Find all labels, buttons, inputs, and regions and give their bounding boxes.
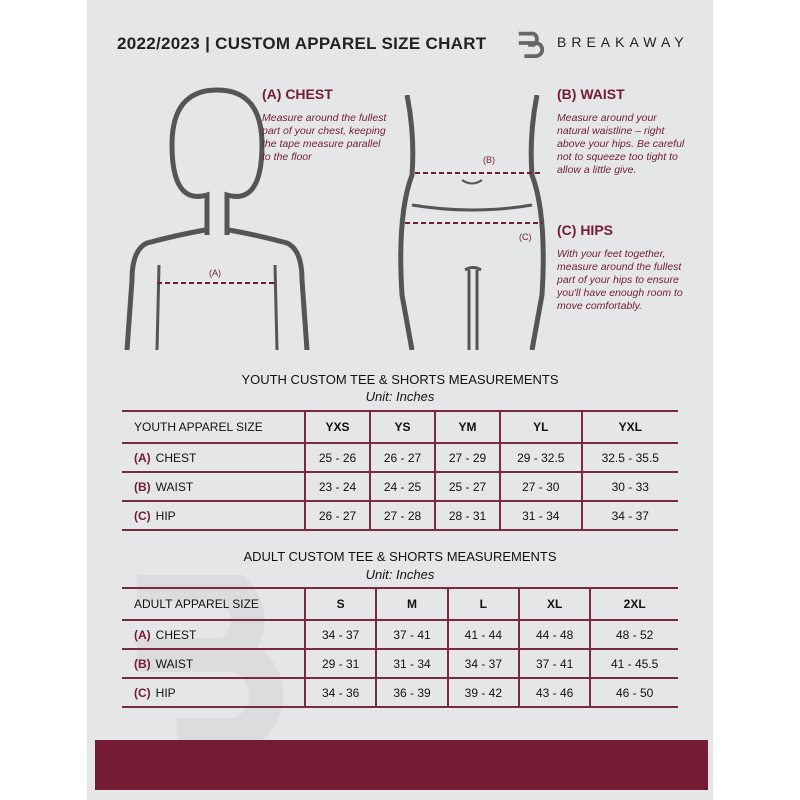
table-cell: 34 - 37 [580,501,678,531]
measurement-name: WAIST [155,479,194,494]
table-row: (A) CHEST 34 - 37 37 - 41 41 - 44 44 - 48 48 -… [122,620,678,650]
hips-description: With your feet together, measure around … [557,248,683,312]
table-cell: 27 - 29 [434,443,500,473]
page-title: 2022/2023 | CUSTOM APPAREL SIZE CHART [117,34,487,53]
table-cell: 25 - 27 [434,472,500,502]
table-cell: 34 - 36 [303,678,377,708]
breakaway-logo-icon [518,31,545,58]
table-row: (A) CHEST 25 - 26 26 - 27 27 - 29 29 - 32.5 32… [122,443,678,473]
table-cell: 29 - 31 [303,649,377,679]
adult-section-title: ADULT CUSTOM TEE & SHORTS MEASUREMENTS [243,549,557,564]
measurement-code: (B) [134,479,151,494]
chest-description: Measure around the fullest part of your … [262,112,387,163]
size-header: M [375,587,448,621]
measurement-name: CHEST [155,627,197,642]
table-row: (C) HIP 26 - 27 27 - 28 28 - 31 31 - 34 34 - 3… [122,501,678,531]
measurement-label: (B) WAIST [122,472,305,502]
hips-marker: (C) [519,232,532,242]
size-label: YOUTH APPAREL SIZE [122,410,305,444]
brand-name: BREAKAWAY [557,34,689,50]
table-cell: 48 - 52 [589,620,678,650]
waist-description: Measure around your natural waistline – … [557,112,685,176]
measurement-label: (C) HIP [122,678,305,708]
size-label: ADULT APPAREL SIZE [122,587,305,621]
size-header: YXS [304,410,370,444]
table-cell: 29 - 32.5 [499,443,582,473]
table-cell: 43 - 46 [517,678,591,708]
measurement-code: (A) [134,627,151,642]
size-header: L [446,587,519,621]
table-cell: 27 - 28 [369,501,435,531]
waist-marker: (B) [483,155,495,165]
table-row: (B) WAIST 29 - 31 31 - 34 34 - 37 37 - 41 41 -… [122,649,678,679]
chest-marker: (A) [209,268,221,278]
measurement-label: (A) CHEST [122,443,305,473]
table-cell: 31 - 34 [499,501,582,531]
table-cell: 34 - 37 [303,620,377,650]
measurement-label: (A) CHEST [122,620,305,650]
size-header: 2XL [589,587,678,621]
table-cell: 24 - 25 [369,472,435,502]
measurement-name: WAIST [155,656,194,671]
table-cell: 26 - 27 [304,501,370,531]
waist-heading: (B) WAIST [557,86,625,102]
table-cell: 25 - 26 [304,443,370,473]
table-cell: 28 - 31 [434,501,500,531]
measurement-name: HIP [155,508,176,523]
youth-size-table: YOUTH APPAREL SIZE YXS YS YM YL YXL (A) CHEST 25… [122,410,678,531]
table-header-row: YOUTH APPAREL SIZE YXS YS YM YL YXL [122,410,678,444]
footer-bar [95,740,708,790]
table-cell: 37 - 41 [517,649,591,679]
measurement-code: (B) [134,656,151,671]
table-cell: 34 - 37 [446,649,519,679]
adult-size-table: ADULT APPAREL SIZE S M L XL 2XL (A) CHEST 34 - 3… [122,587,678,708]
table-cell: 36 - 39 [375,678,448,708]
adult-unit: Unit: Inches [365,567,435,582]
measurement-code: (C) [134,685,151,700]
lower-body-illustration: (B) (C) [398,95,546,350]
table-row: (C) HIP 34 - 36 36 - 39 39 - 42 43 - 46 46 - 5… [122,678,678,708]
measurement-label: (C) HIP [122,501,305,531]
table-cell: 26 - 27 [369,443,435,473]
size-header: S [303,587,377,621]
hips-heading: (C) HIPS [557,222,613,238]
table-cell: 32.5 - 35.5 [580,443,678,473]
table-cell: 39 - 42 [446,678,519,708]
table-cell: 41 - 44 [446,620,519,650]
table-cell: 46 - 50 [589,678,678,708]
size-header: YS [369,410,435,444]
chest-heading: (A) CHEST [262,86,333,102]
size-chart-page: 2022/2023 | CUSTOM APPAREL SIZE CHART BR… [87,0,713,800]
table-cell: 31 - 34 [375,649,448,679]
measurement-code: (C) [134,508,151,523]
table-cell: 30 - 33 [580,472,678,502]
table-cell: 44 - 48 [517,620,591,650]
table-cell: 23 - 24 [304,472,370,502]
measurement-name: CHEST [155,450,197,465]
size-header: YM [434,410,500,444]
size-header: YL [499,410,582,444]
table-cell: 41 - 45.5 [589,649,678,679]
measurement-label: (B) WAIST [122,649,305,679]
table-header-row: ADULT APPAREL SIZE S M L XL 2XL [122,587,678,621]
measurement-name: HIP [155,685,176,700]
table-cell: 27 - 30 [499,472,582,502]
size-header: XL [517,587,591,621]
youth-section-title: YOUTH CUSTOM TEE & SHORTS MEASUREMENTS [241,372,559,387]
upper-body-illustration: (A) [124,87,310,350]
table-row: (B) WAIST 23 - 24 24 - 25 25 - 27 27 - 30 30 -… [122,472,678,502]
table-cell: 37 - 41 [375,620,448,650]
measurement-code: (A) [134,450,151,465]
size-header: YXL [580,410,678,444]
youth-unit: Unit: Inches [365,389,435,404]
